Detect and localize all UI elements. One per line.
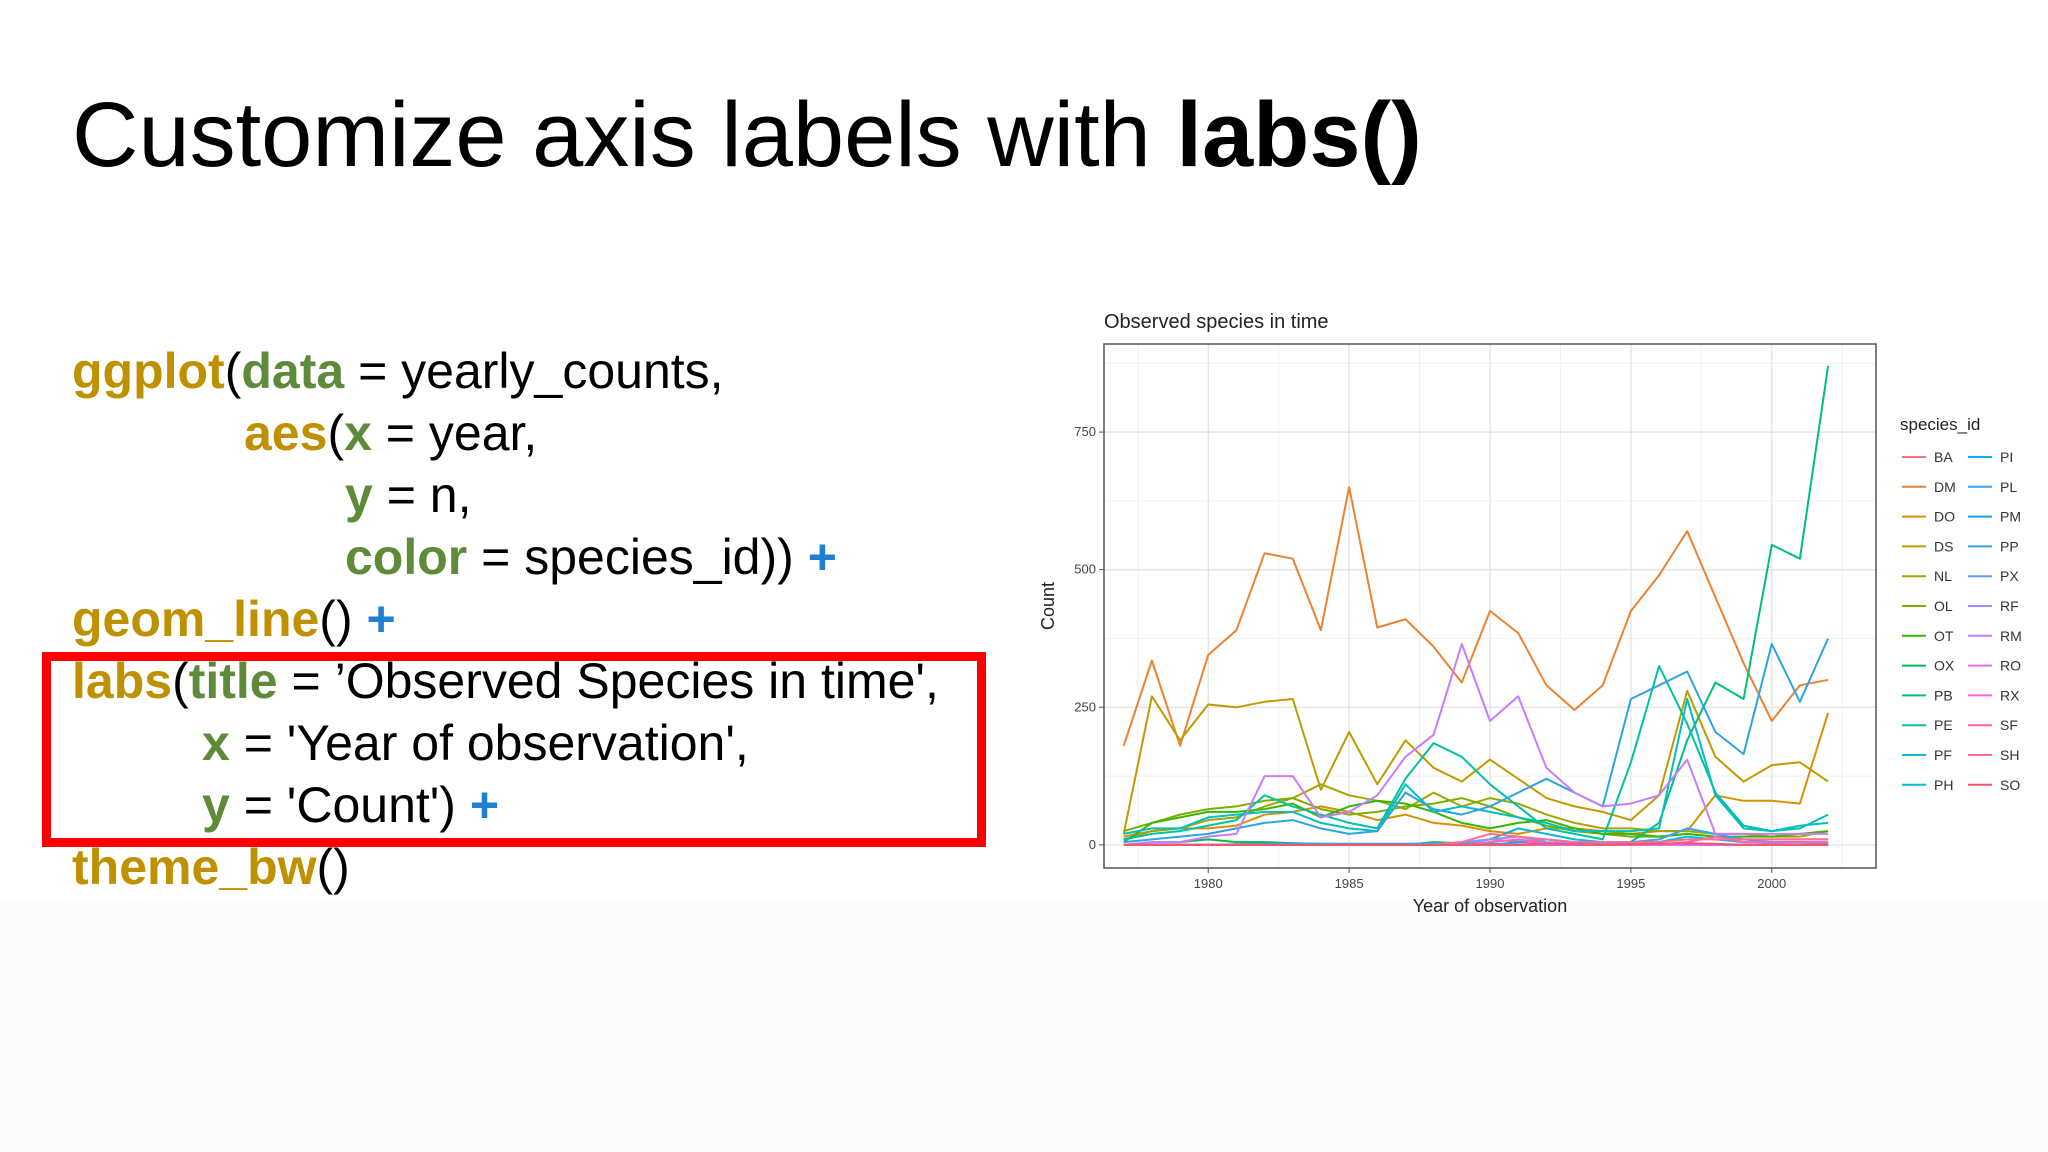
series-line-ot — [1123, 799, 1829, 843]
x-axis-label: Year of observation — [1413, 896, 1567, 916]
x-tick-label: 1990 — [1476, 876, 1505, 891]
code-line-9: theme_bw() — [72, 836, 939, 898]
legend-label-pi: PI — [2000, 449, 2013, 465]
legend-label-pe: PE — [1934, 717, 1953, 733]
line-chart: Observed species in time 1980 1985 1990 1995… — [1038, 311, 2022, 916]
series-line-pf — [1123, 698, 1829, 835]
code-text: = species_id)) — [467, 529, 808, 585]
legend-label-pp: PP — [2000, 538, 2019, 554]
code-text: () — [316, 839, 350, 895]
chart-title: Observed species in time — [1104, 311, 1329, 333]
code-argument: color — [345, 529, 468, 585]
code-paren: ( — [224, 343, 242, 399]
y-tick-label: 0 — [1089, 837, 1096, 852]
slide-title-text: Customize axis labels with — [72, 84, 1177, 186]
code-line-1: ggplot(data = yearly_counts, — [72, 340, 939, 402]
code-line-5: geom_line() + — [72, 588, 939, 650]
legend-label-ba: BA — [1934, 449, 1953, 465]
code-argument: x — [202, 715, 230, 771]
series-line-dm — [1122, 486, 1829, 747]
code-paren: ( — [172, 653, 189, 709]
series-line-pp — [1123, 638, 1830, 844]
legend-label-pm: PM — [2000, 509, 2021, 525]
code-function: geom_line — [72, 591, 320, 647]
code-argument: title — [188, 653, 278, 709]
code-function: aes — [244, 405, 328, 461]
code-function: labs — [72, 653, 173, 709]
legend-title: species_id — [1900, 415, 1980, 434]
legend-label-sf: SF — [2000, 717, 2018, 733]
x-tick-label: 2000 — [1757, 876, 1786, 891]
legend-label-nl: NL — [1934, 568, 1952, 584]
y-tick-label: 250 — [1074, 699, 1096, 714]
code-text: = 'Year of observation', — [229, 715, 749, 771]
code-line-2: aes(x = year, — [72, 402, 939, 464]
series-line-so — [1123, 842, 1829, 846]
legend-label-ox: OX — [1934, 658, 1955, 674]
y-tick-label: 500 — [1074, 562, 1096, 577]
slide-title-bold: labs() — [1176, 84, 1422, 186]
legend-label-ot: OT — [1934, 628, 1954, 644]
code-paren: ( — [327, 405, 345, 461]
code-text: = yearly_counts, — [344, 343, 724, 399]
code-argument: y — [345, 467, 373, 523]
code-plus: + — [366, 591, 396, 647]
code-text: = n, — [372, 467, 472, 523]
legend-label-ro: RO — [2000, 658, 2021, 674]
y-tick-label: 750 — [1074, 424, 1096, 439]
code-text: = year, — [371, 405, 538, 461]
legend-label-ol: OL — [1934, 598, 1953, 614]
code-argument: data — [241, 343, 345, 399]
legend-label-pb: PB — [1934, 687, 1953, 703]
legend-label-rm: RM — [2000, 628, 2022, 644]
code-line-4: color = species_id)) + — [72, 526, 939, 588]
code-line-6: labs(title = ’Observed Species in time', — [72, 650, 939, 712]
code-argument: y — [202, 777, 230, 833]
slide-title: Customize axis labels with labs() — [72, 84, 1422, 186]
code-line-8: y = 'Count') + — [72, 774, 939, 836]
code-block: ggplot(data = yearly_counts, aes(x = yea… — [72, 340, 939, 898]
slide-footer-band — [0, 900, 2048, 1152]
code-function: theme_bw — [72, 839, 317, 895]
code-argument: x — [344, 405, 372, 461]
code-text: = ’Observed Species in time', — [277, 653, 939, 709]
code-plus: + — [469, 777, 500, 833]
code-function: ggplot — [72, 343, 225, 399]
legend-label-pf: PF — [1934, 747, 1952, 763]
x-tick-label: 1985 — [1335, 876, 1364, 891]
code-line-7: x = 'Year of observation', — [72, 712, 939, 774]
code-text: () — [319, 591, 367, 647]
legend-label-ph: PH — [1934, 777, 1953, 793]
legend-label-sh: SH — [2000, 747, 2019, 763]
legend-label-do: DO — [1934, 509, 1955, 525]
code-line-3: y = n, — [72, 464, 939, 526]
x-tick-label: 1995 — [1616, 876, 1645, 891]
code-plus: + — [807, 529, 837, 585]
legend-label-so: SO — [2000, 777, 2020, 793]
series-line-rm — [1123, 643, 1829, 846]
y-axis-label: Count — [1038, 582, 1058, 630]
legend-label-rf: RF — [2000, 598, 2019, 614]
code-text: = 'Count') — [229, 777, 470, 833]
legend-label-pl: PL — [2000, 479, 2017, 495]
labs-highlight-box — [42, 652, 986, 847]
legend-label-dm: DM — [1934, 479, 1956, 495]
legend-label-rx: RX — [2000, 687, 2020, 703]
x-tick-label: 1980 — [1194, 876, 1223, 891]
legend-label-ds: DS — [1934, 538, 1953, 554]
legend-label-px: PX — [2000, 568, 2019, 584]
